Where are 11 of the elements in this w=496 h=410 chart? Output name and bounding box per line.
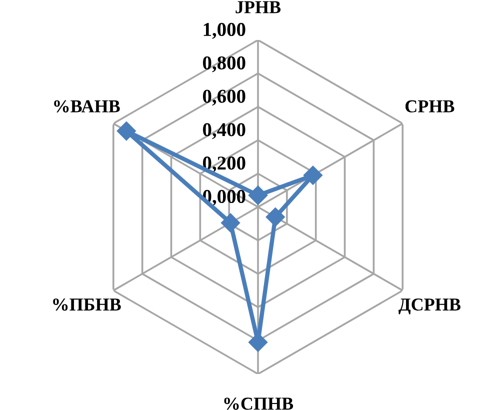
y-tick-label: 0,400 — [202, 123, 246, 140]
spoke-label: ЈРНВ — [236, 1, 281, 14]
spoke-label: %ПБНВ — [53, 298, 121, 311]
spoke-label: СРНВ — [405, 100, 454, 112]
y-tick-label: 0,600 — [202, 90, 246, 106]
spoke-label: ДСРНВ — [398, 298, 460, 314]
y-tick-label: 1,000 — [204, 22, 246, 39]
y-tick-label: 0,200 — [202, 156, 246, 172]
spoke-label: %СПНВ — [224, 398, 294, 410]
spoke-label: %ВАНВ — [54, 100, 120, 112]
y-tick-label: 0,800 — [202, 56, 246, 72]
